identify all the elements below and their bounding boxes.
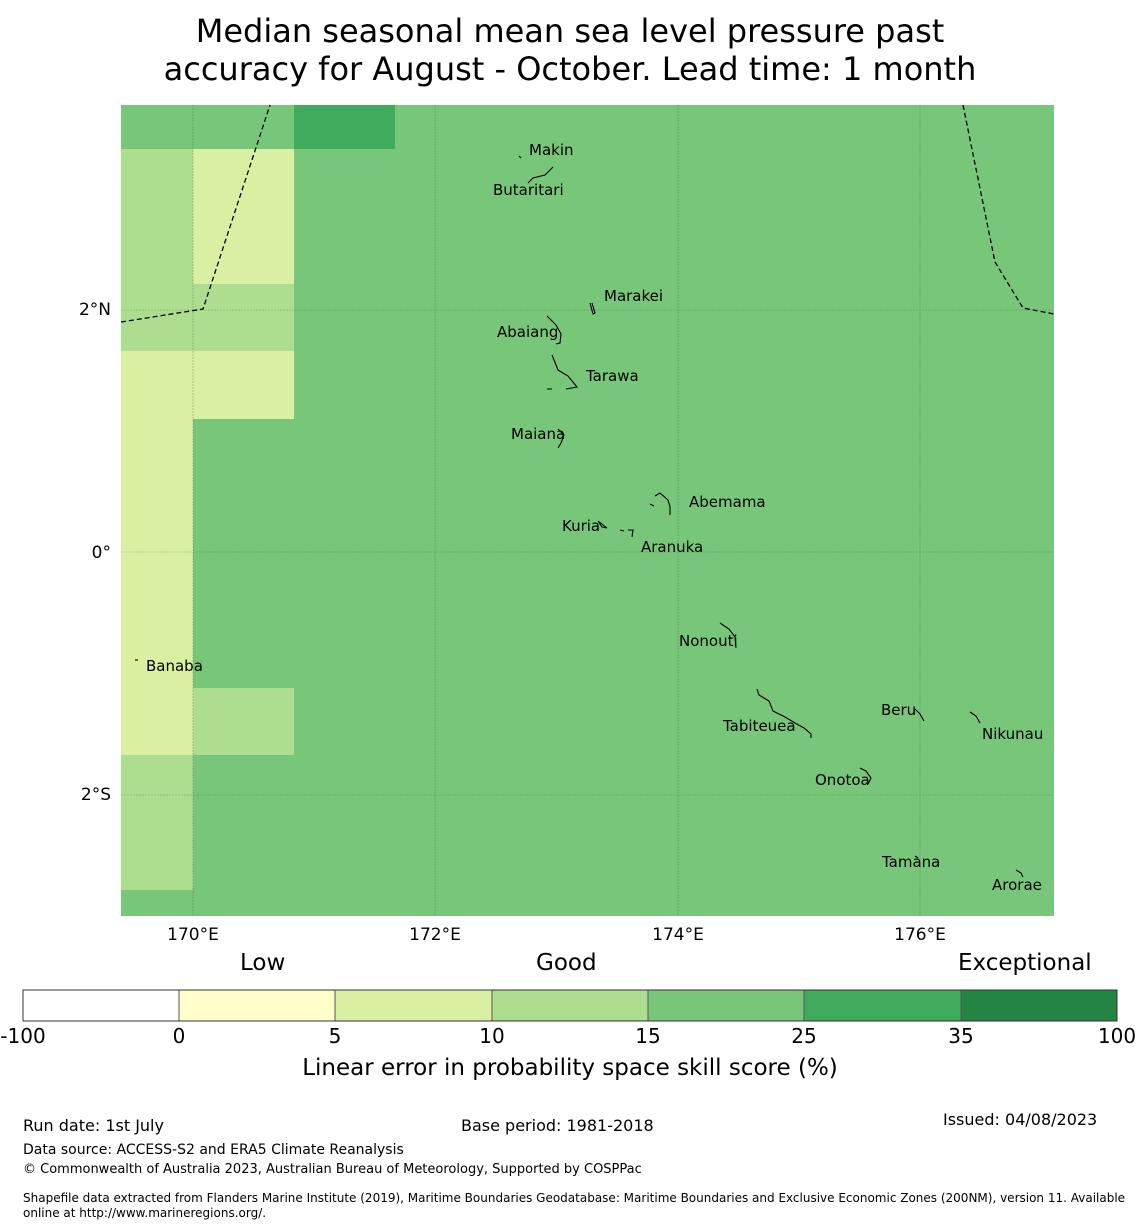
cell-low [121,351,294,419]
copyright: © Commonwealth of Australia 2023, Austra… [23,1162,642,1177]
cell-low [193,149,294,284]
island-shape [518,155,522,159]
island-shape [589,302,596,315]
legend-exceptional: Exceptional [958,950,1092,976]
colorbar-segment-3 [335,990,492,1021]
island-shape [597,520,608,529]
title-line-2: accuracy for August - October. Lead time… [163,50,977,88]
colorbar-segment-5 [648,990,804,1021]
island-label: Makin [529,141,574,159]
island-label: Tamana [881,853,940,871]
island-labels: Makin Butaritari Marakei Abaiang Tarawa … [146,141,1043,894]
eez-boundary-east [962,104,1055,315]
lon-tick-label: 172°E [409,925,461,945]
cell-high [294,105,395,149]
colorbar-segment-2 [179,990,335,1021]
island-label: Aranuka [641,538,703,556]
island-shape [546,315,562,345]
island-label: Maiana [511,425,565,443]
island-label: Banaba [146,657,203,675]
run-date: Run date: 1st July [23,1116,164,1135]
colorbar-segment-1 [23,990,179,1021]
island-shape [547,354,579,390]
lon-tick-labels: 170°E 172°E 174°E 176°E [167,925,946,945]
colorbar-tick: 35 [948,1024,974,1048]
data-source: Data source: ACCESS-S2 and ERA5 Climate … [23,1142,404,1158]
issued-date: Issued: 04/08/2023 [943,1110,1098,1129]
colorbar-tick: 5 [328,1024,342,1048]
island-shape [914,855,919,859]
island-shape [527,166,554,184]
gridlines [121,105,1054,916]
colorbar-label: Linear error in probability space skill … [302,1055,838,1081]
island-label: Beru [881,701,916,719]
island-label: Kuria [562,517,600,535]
island-shape [649,492,671,515]
eez-boundary-west [120,104,271,323]
legend-good: Good [536,950,597,976]
cell-mid [121,149,193,351]
island-label: Arorae [992,876,1042,894]
island-shape [557,428,565,449]
colorbar [22,989,1118,1022]
island-shape [969,711,981,724]
island-label: Nonouti [679,632,738,650]
island-shape [914,708,925,722]
island-shape [1015,869,1024,878]
lon-tick-label: 170°E [167,925,219,945]
island-label: Abaiang [497,323,558,341]
cell-mid [121,755,193,890]
colorbar-tick: 0 [172,1024,186,1048]
island-shape [719,622,737,649]
island-label: Butaritari [493,181,564,199]
lat-tick-label: 2°N [79,300,111,320]
island-label: Onotoa [815,771,870,789]
island-shape [619,529,634,538]
colorbar-frame [22,989,1118,1022]
eez-boundaries [120,104,1055,323]
island-label: Abemama [689,493,766,511]
island-label: Tabiteuea [722,717,796,735]
colorbar-segment-6 [804,990,961,1021]
title-line-1: Median seasonal mean sea level pressure … [195,12,945,50]
island-shape [859,767,872,785]
island-label: Nikunau [982,725,1043,743]
colorbar-segment-7 [961,990,1117,1021]
lat-tick-label: 0° [92,543,111,563]
lat-tick-label: 2°S [81,785,111,805]
island-outlines [135,155,1024,878]
cell-mid [193,688,294,755]
cell-mid [193,284,294,351]
colorbar-tick: 100 [1097,1024,1137,1048]
lon-tick-label: 174°E [652,925,704,945]
island-label: Tarawa [585,367,639,385]
lon-tick-label: 176°E [894,925,946,945]
colorbar-tick: 25 [791,1024,817,1048]
map-title: Median seasonal mean sea level pressure … [0,12,1140,88]
base-period: Base period: 1981-2018 [461,1116,654,1135]
colorbar-tick: -100 [0,1024,46,1048]
cell-low [121,419,193,755]
island-shape [756,688,812,738]
colorbar-tick: 10 [479,1024,505,1048]
map-area: Makin Butaritari Marakei Abaiang Tarawa … [120,104,1055,916]
shapefile-credit: Shapefile data extracted from Flanders M… [23,1191,1126,1220]
island-label: Marakei [604,287,663,305]
lat-tick-labels: 2°N 0° 2°S [79,300,111,805]
legend-low: Low [240,950,286,976]
colorbar-segment-4 [492,990,648,1021]
colorbar-tick: 15 [635,1024,661,1048]
